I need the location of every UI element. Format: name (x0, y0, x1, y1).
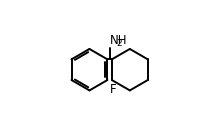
Text: NH: NH (110, 34, 128, 47)
Text: F: F (110, 83, 116, 96)
Text: 2: 2 (116, 39, 122, 48)
